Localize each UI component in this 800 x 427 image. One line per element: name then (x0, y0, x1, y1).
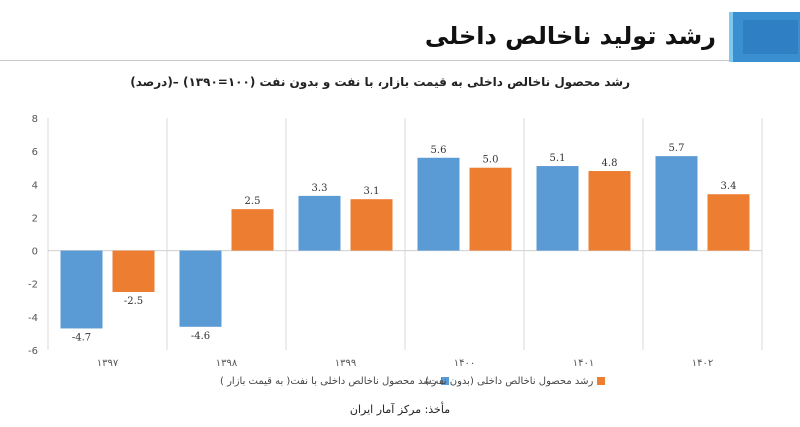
y-tick-label: 8 (32, 114, 38, 125)
page-title: رشد تولید ناخالص داخلی (424, 22, 716, 50)
data-label: -4.7 (72, 332, 91, 343)
bar-oil (417, 157, 460, 251)
bar-nonoil (231, 209, 274, 251)
data-label: 3.3 (312, 183, 328, 194)
bar-nonoil (469, 167, 512, 251)
x-tick-label: ۱۳۹۸ (216, 358, 238, 369)
data-label: 5.7 (669, 143, 685, 154)
chart-title: رشد محصول ناخالص داخلی به قیمت بازار، با… (130, 75, 630, 89)
bar-oil (536, 166, 579, 251)
bar-oil (179, 250, 222, 327)
x-tick-label: ۱۴۰۱ (573, 358, 594, 369)
data-label: 5.0 (483, 155, 499, 166)
y-tick-label: 4 (32, 180, 38, 191)
legend-swatch-nonoil (597, 377, 606, 385)
x-tick-label: ۱۴۰۲ (692, 358, 713, 369)
data-label: 3.4 (721, 181, 737, 192)
y-tick-label: 2 (32, 213, 38, 224)
bar-oil (60, 250, 103, 329)
legend: رشد محصول ناخالص داخلی با نفت( به قیمت ب… (220, 376, 606, 390)
legend-item-nonoil: رشد محصول ناخالص داخلی (بدون نفت) (425, 376, 606, 387)
data-label: 5.6 (431, 145, 447, 156)
legend-label-nonoil: رشد محصول ناخالص داخلی (بدون نفت) (425, 376, 594, 387)
x-tick-label: ۱۳۹۹ (335, 358, 356, 369)
data-label: -4.6 (191, 331, 210, 342)
data-label: 4.8 (602, 158, 618, 169)
data-label: -2.5 (124, 296, 143, 307)
y-tick-label: -6 (28, 346, 38, 357)
header-decoration (729, 12, 800, 62)
y-tick-label: 6 (32, 147, 38, 158)
bar-nonoil (112, 250, 155, 292)
y-tick-label: 0 (32, 247, 38, 258)
x-tick-label: ۱۴۰۰ (454, 358, 475, 369)
bar-nonoil (707, 194, 750, 251)
bar-nonoil (588, 171, 631, 251)
source-note: مأخذ: مرکز آمار ایران (349, 403, 451, 416)
y-tick-label: -4 (28, 313, 38, 324)
bar-chart: -6 -4 -2 0 2 4 6 8 -4.7 -2.5 ۱۳۹۷ -4.6 2.5 ۱۳۹۸ 3.3 3.1… (28, 114, 763, 369)
legend-item-oil: رشد محصول ناخالص داخلی با نفت( به قیمت ب… (220, 376, 449, 387)
legend-swatch-oil (440, 377, 449, 385)
legend-label-oil: رشد محصول ناخالص داخلی با نفت( به قیمت ب… (220, 376, 437, 387)
bar-oil (298, 195, 341, 251)
bar-nonoil (350, 199, 393, 251)
y-tick-label: -2 (28, 280, 38, 291)
data-label: 5.1 (550, 153, 566, 164)
bar-oil (655, 156, 698, 251)
x-tick-label: ۱۳۹۷ (97, 358, 119, 369)
data-label: 3.1 (364, 186, 380, 197)
header-divider (0, 60, 740, 61)
data-label: 2.5 (245, 196, 261, 207)
